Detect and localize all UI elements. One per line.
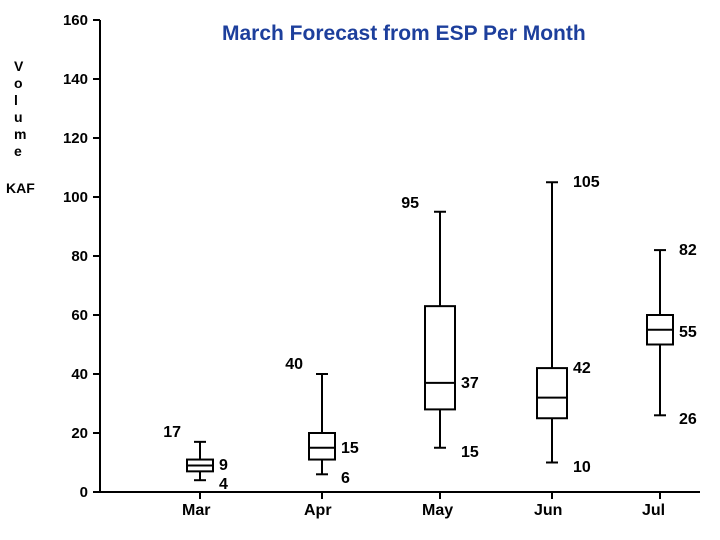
value-label: 82 [679, 242, 697, 260]
y-tick-label: 140 [63, 71, 88, 88]
y-axis-label-char: m [14, 126, 26, 142]
value-label: 4 [219, 476, 228, 494]
y-axis-label-char: e [14, 143, 22, 159]
y-tick-label: 0 [80, 484, 88, 501]
value-label: 6 [341, 470, 350, 488]
value-label: 55 [679, 324, 697, 342]
value-label: 42 [573, 360, 591, 378]
value-label: 26 [679, 411, 697, 429]
x-tick-label: Apr [304, 502, 332, 520]
value-label: 105 [573, 174, 600, 192]
value-label: 40 [285, 356, 303, 374]
value-label: 10 [573, 459, 591, 477]
x-tick-label: May [422, 502, 453, 520]
value-label: 15 [461, 444, 479, 462]
value-label: 95 [401, 195, 419, 213]
y-axis-label-char: l [14, 92, 18, 108]
y-axis-unit: KAF [6, 180, 35, 196]
x-tick-label: Jul [642, 502, 665, 520]
y-axis-label-char: u [14, 109, 23, 125]
boxplot-chart: March Forecast from ESP Per Month 0 20 40 6… [0, 0, 720, 540]
y-tick-label: 80 [71, 248, 88, 265]
y-tick-label: 20 [71, 425, 88, 442]
y-tick-label: 40 [71, 366, 88, 383]
y-tick-label: 160 [63, 12, 88, 29]
y-tick-label: 60 [71, 307, 88, 324]
plot-svg [0, 0, 720, 540]
chart-title: March Forecast from ESP Per Month [222, 22, 586, 46]
value-label: 9 [219, 457, 228, 475]
value-label: 37 [461, 375, 479, 393]
x-tick-label: Jun [534, 502, 562, 520]
value-label: 17 [163, 424, 181, 442]
y-axis-label-char: o [14, 75, 23, 91]
y-tick-label: 120 [63, 130, 88, 147]
y-tick-label: 100 [63, 189, 88, 206]
x-tick-label: Mar [182, 502, 210, 520]
y-axis-label-char: V [14, 58, 23, 74]
value-label: 15 [341, 440, 359, 458]
